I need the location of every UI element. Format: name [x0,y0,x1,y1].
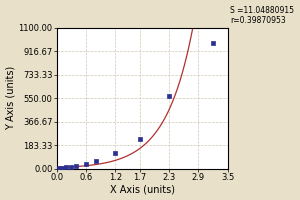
Point [211,41,215,45]
Point [137,137,142,141]
Point [74,164,79,167]
Point [83,162,88,166]
Point [113,152,118,155]
Point [59,166,64,169]
Text: S =11.04880915
r=0.39870953: S =11.04880915 r=0.39870953 [230,6,294,25]
Point [64,166,69,169]
Point [57,167,62,170]
Point [167,94,171,97]
Point [69,165,74,168]
Y-axis label: Y Axis (units): Y Axis (units) [6,66,16,130]
Point [93,160,98,163]
X-axis label: X Axis (units): X Axis (units) [110,184,175,194]
